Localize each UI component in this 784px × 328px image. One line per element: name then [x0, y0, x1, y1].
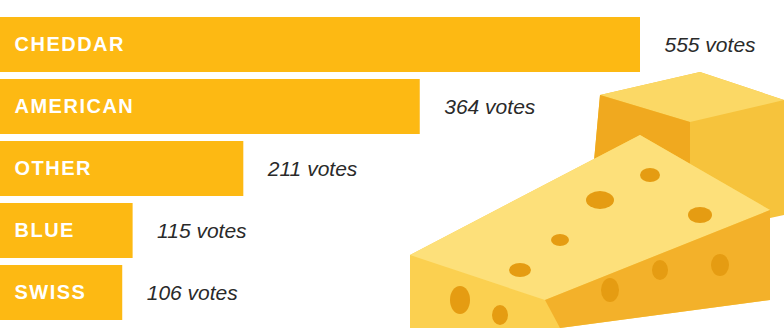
svg-text:555 votes: 555 votes — [665, 33, 757, 56]
svg-text:115 votes: 115 votes — [157, 219, 247, 242]
svg-text:211 votes: 211 votes — [267, 157, 358, 180]
svg-text:BLUE: BLUE — [15, 219, 75, 241]
svg-text:SWISS: SWISS — [15, 281, 87, 303]
svg-text:364 votes: 364 votes — [444, 95, 536, 118]
svg-text:CHEDDAR: CHEDDAR — [15, 33, 126, 55]
svg-text:106 votes: 106 votes — [147, 281, 239, 304]
svg-text:OTHER: OTHER — [15, 157, 93, 179]
svg-text:AMERICAN: AMERICAN — [15, 95, 135, 117]
